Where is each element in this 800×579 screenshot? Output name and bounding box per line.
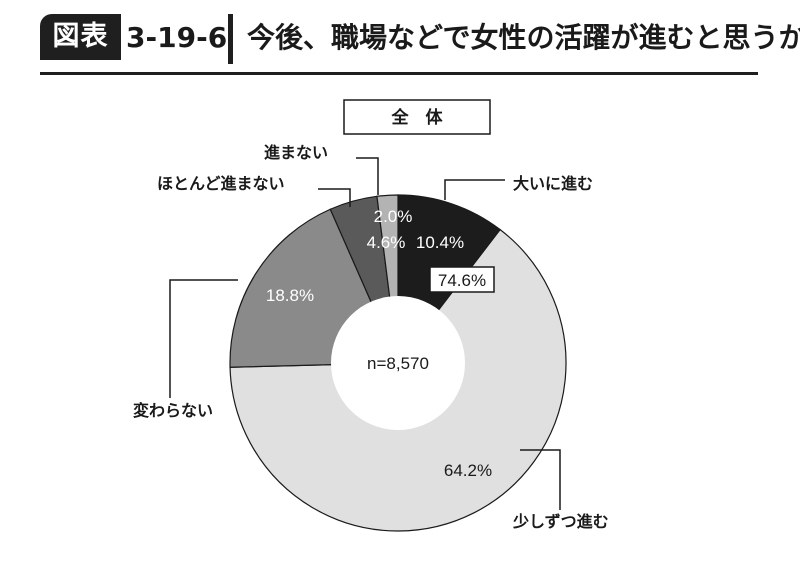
leader-lines (169, 157, 561, 510)
percent-label: 10.4% (416, 233, 464, 252)
donut-hole (331, 296, 465, 430)
figure-number: 3-19-6 (126, 21, 228, 54)
percent-label: 64.2% (444, 461, 492, 480)
highlight-box (429, 266, 495, 293)
header-rule (40, 72, 758, 75)
chart-subtitle: 全 体 (391, 107, 444, 128)
leader-line (318, 188, 351, 207)
leader-line (520, 449, 561, 510)
percent-label: 2.0% (374, 207, 413, 226)
category-label: 進まない (264, 143, 328, 162)
leader-line (169, 279, 238, 398)
category-label: 大いに進む (513, 174, 593, 193)
leader-line (444, 179, 505, 200)
subtitle-box (343, 99, 491, 135)
figure-header: 図表 3-19-6 今後、職場などで女性の活躍が進むと思うか (0, 0, 800, 80)
title-separator (228, 14, 233, 64)
category-label: 変わらない (133, 401, 213, 420)
category-label: ほとんど進まない (157, 174, 285, 193)
category-label: 少しずつ進む (512, 512, 609, 531)
figure-badge: 図表 (40, 14, 121, 60)
percent-labels: 10.4% 64.2% 18.8% 4.6% 2.0% (266, 207, 492, 480)
figure-title: 今後、職場などで女性の活躍が進むと思うか (247, 21, 800, 54)
sample-size-label: n=8,570 (367, 354, 429, 373)
highlight-label: 74.6% (438, 271, 486, 290)
percent-label: 18.8% (266, 286, 314, 305)
percent-label: 4.6% (367, 233, 406, 252)
leader-line (356, 157, 379, 195)
